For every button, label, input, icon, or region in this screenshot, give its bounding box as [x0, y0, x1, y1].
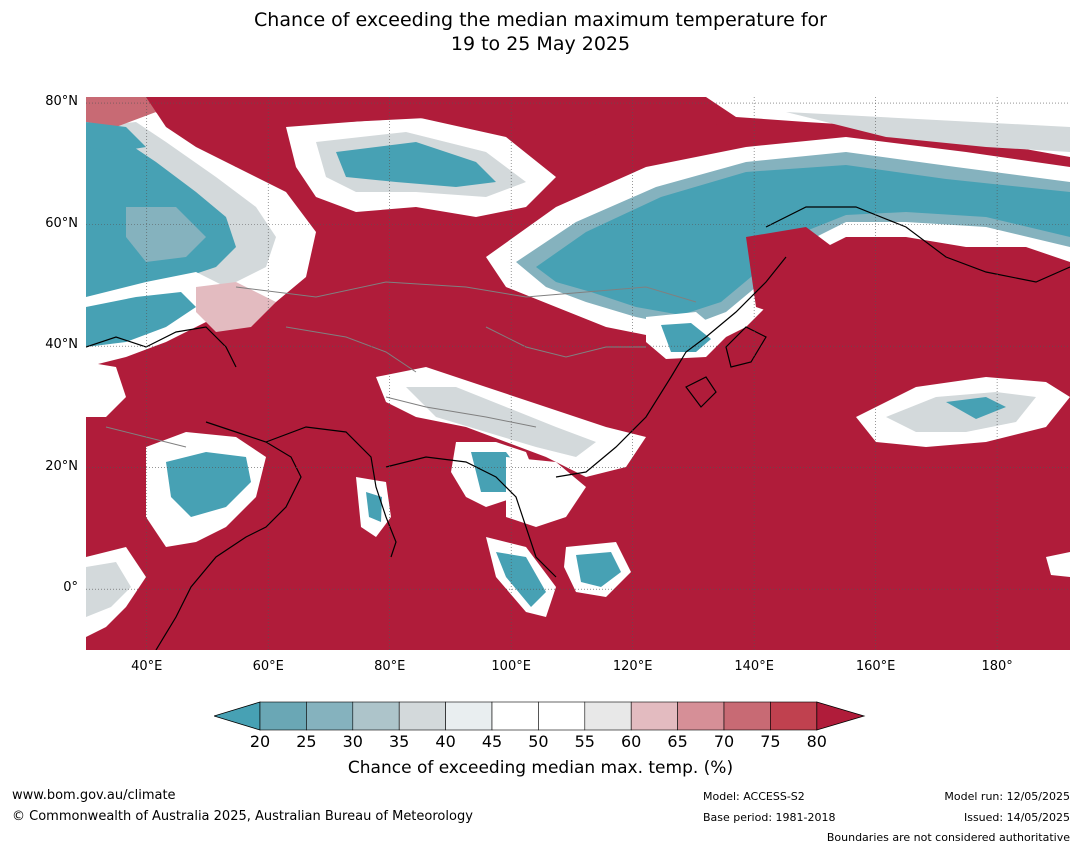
- issued-date: Issued: 14/05/2025: [963, 811, 1070, 824]
- region-pacific-cool: [856, 377, 1070, 577]
- longitude-label: 100°E: [491, 659, 531, 674]
- colorbar-bin-70-75: [723, 701, 771, 731]
- longitude-label: 120°E: [612, 659, 653, 674]
- model-name: Model: ACCESS-S2: [703, 790, 805, 803]
- model-run-date: Model run: 12/05/2025: [944, 790, 1070, 803]
- latitude-label: 20°N: [45, 458, 78, 474]
- colorbar-tick-label: 45: [481, 732, 503, 751]
- region-siberia-transition: [286, 117, 556, 217]
- longitude-label: 180°: [981, 659, 1013, 674]
- colorbar-high-extension: [816, 701, 866, 731]
- colorbar-bin-45-50: [491, 701, 539, 731]
- latitude-label: 60°N: [45, 215, 78, 231]
- colorbar-bin-55-60: [584, 701, 632, 731]
- colorbar-tick-label: 75: [760, 732, 781, 751]
- colorbar-bin-20-25: [259, 701, 307, 731]
- colorbar-tick-label: 40: [435, 732, 456, 751]
- longitude-label: 140°E: [734, 659, 774, 674]
- region-central-asia: [86, 272, 276, 367]
- longitude-label: 40°E: [131, 659, 163, 674]
- colorbar-tick-label: 30: [342, 732, 363, 751]
- colorbar-label: Chance of exceeding median max. temp. (%…: [347, 758, 734, 778]
- region-southeast-asia: [486, 537, 631, 617]
- colorbar-low-extension: [214, 701, 261, 731]
- longitude-label: 60°E: [252, 659, 284, 674]
- colorbar-tick-label: 35: [389, 732, 410, 751]
- probability-map: [86, 97, 1070, 650]
- colorbar-bin-25-30: [306, 701, 354, 731]
- base-period: Base period: 1981-2018: [703, 811, 836, 824]
- coastlines: [86, 206, 1070, 650]
- colorbar-tick-label: 60: [621, 732, 642, 751]
- colorbar-tick-label: 20: [249, 732, 271, 751]
- copyright-text: © Commonwealth of Australia 2025, Austra…: [12, 809, 473, 824]
- region-horn-of-africa: [86, 362, 266, 637]
- colorbar-tick-label: 80: [806, 732, 827, 751]
- website-link[interactable]: www.bom.gov.au/climate: [12, 788, 176, 803]
- region-india: [356, 477, 391, 537]
- colorbar-tick-label: 65: [667, 732, 688, 751]
- boundaries-disclaimer: Boundaries are not considered authoritat…: [826, 831, 1070, 844]
- map-canvas: [86, 97, 1070, 650]
- longitude-label: 160°E: [855, 659, 896, 674]
- latitude-label: 40°N: [45, 337, 78, 353]
- map-title-line1: Chance of exceeding the median maximum t…: [254, 9, 827, 31]
- colorbar-bin-50-55: [538, 701, 586, 731]
- colorbar-tick-label: 70: [713, 732, 735, 751]
- latitude-label: 80°N: [45, 94, 78, 110]
- longitude-label: 80°E: [374, 659, 406, 674]
- colorbar-bin-40-45: [445, 701, 493, 731]
- map-title-line2: 19 to 25 May 2025: [450, 33, 631, 55]
- colorbar-bin-75-80: [770, 701, 818, 731]
- graticule: [86, 97, 1070, 650]
- region-scandinavia-warm: [146, 97, 316, 167]
- map-title: Chance of exceeding the median maximum t…: [0, 8, 1081, 56]
- colorbar-tick-label: 25: [296, 732, 317, 751]
- latitude-label: 0°: [63, 580, 78, 596]
- colorbar-bin-65-70: [677, 701, 725, 731]
- colorbar-bin-30-35: [352, 701, 400, 731]
- colorbar-bin-60-65: [630, 701, 678, 731]
- colorbar-tick-label: 50: [528, 732, 549, 751]
- colorbar: [214, 701, 866, 731]
- colorbar-tick-label: 55: [574, 732, 595, 751]
- colorbar-bin-35-40: [398, 701, 446, 731]
